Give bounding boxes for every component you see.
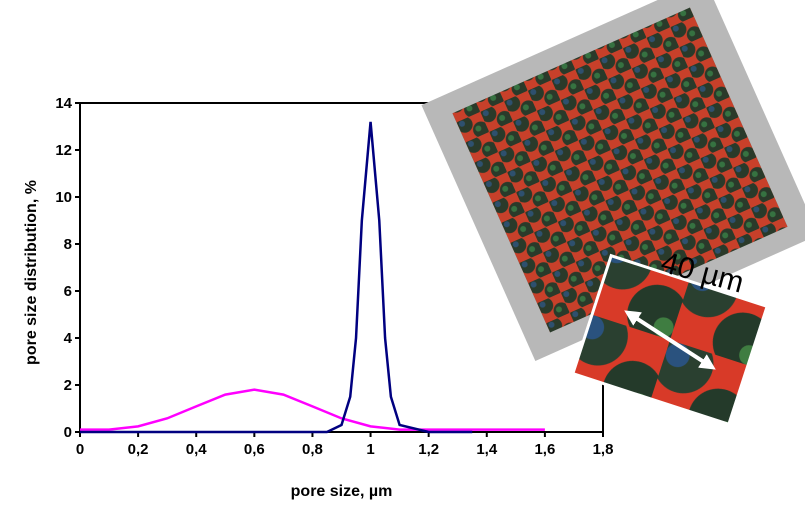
y-tick-label: 8 — [64, 236, 72, 253]
y-axis-label: pore size distribution, % — [23, 180, 40, 365]
series-line — [80, 121, 473, 434]
x-axis-label: pore size, µm — [291, 483, 393, 500]
x-tick-label: 1,2 — [418, 441, 439, 458]
x-tick-label: 1,6 — [534, 441, 555, 458]
x-tick-label: 0,4 — [186, 441, 208, 458]
x-tick-label: 0,8 — [302, 441, 323, 458]
x-tick-label: 0 — [76, 441, 84, 458]
y-tick-label: 14 — [55, 95, 72, 112]
y-tick-label: 0 — [64, 424, 72, 441]
series-line — [80, 388, 545, 431]
y-tick-label: 6 — [64, 283, 72, 300]
x-tick-label: 1,4 — [476, 441, 498, 458]
x-tick-label: 0,6 — [244, 441, 265, 458]
x-tick-label: 1 — [366, 441, 374, 458]
zoom-image — [570, 253, 770, 427]
y-tick-label: 12 — [55, 142, 72, 159]
y-tick-label: 4 — [64, 330, 73, 347]
y-tick-label: 10 — [55, 189, 72, 206]
x-tick-label: 1,8 — [593, 441, 614, 458]
y-tick-label: 2 — [64, 377, 72, 394]
plot-area: 0 2 4 6 8 10 12 14 0 0,2 0,4 0,6 0,8 1 1,2 1,4 1,6 1,8 por… — [23, 95, 613, 500]
x-tick-label: 0,2 — [128, 441, 149, 458]
sem-image — [421, 0, 805, 361]
